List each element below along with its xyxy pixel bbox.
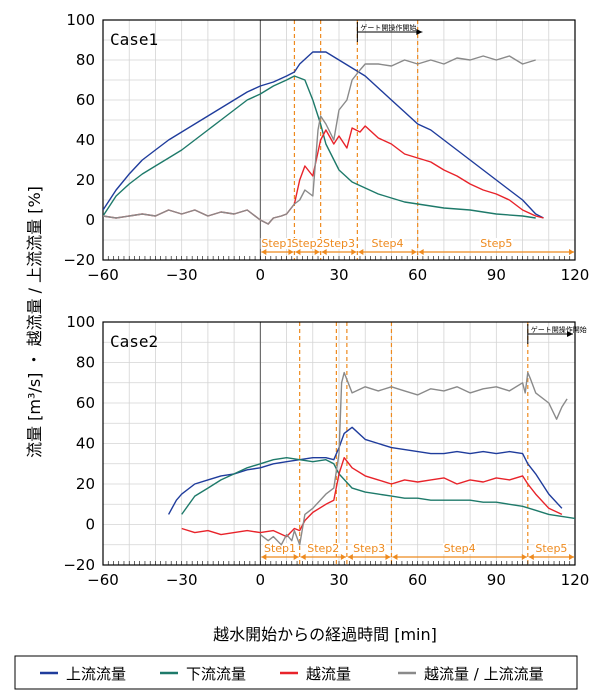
legend-label: 上流流量 (66, 665, 126, 683)
step-label-bg (534, 543, 569, 554)
step-label-bg (260, 238, 295, 249)
y-tick-label: 40 (76, 131, 95, 149)
step-arrow-left (358, 249, 364, 255)
y-tick-label: 20 (76, 171, 95, 189)
series-line-up (103, 51, 544, 219)
y-tick-label: −20 (63, 556, 95, 574)
case1-panel: −60 −30 0 30 60 90 120 −20 0 20 40 60 80 100 Case1 ゲート開… (63, 11, 589, 284)
step-label: Step1 (264, 542, 296, 555)
series-line-down (103, 75, 536, 219)
step-label: Step4 (371, 237, 403, 250)
step-arrow-left (418, 249, 424, 255)
x-tick-label: 120 (561, 571, 590, 589)
step-arrow-right (288, 249, 294, 255)
series-line-up (167, 426, 563, 515)
y-axis-label: 流量 [m³/s] ・ 越流量 / 上流流量 [%] (25, 186, 44, 458)
y-tick-label: 80 (76, 354, 95, 372)
step-arrow-left (295, 249, 301, 255)
step-arrow-right (293, 554, 299, 560)
y-tick-label: 60 (76, 91, 95, 109)
step-label: Step2 (307, 542, 339, 555)
step-label: Step3 (353, 542, 385, 555)
step-arrow-right (569, 554, 574, 560)
series-line-ratio (103, 55, 536, 225)
step-label-bg (352, 543, 386, 554)
step-label-bg (370, 238, 405, 249)
x-axis-label: 越水開始からの経過時間 [min] (213, 625, 437, 644)
step-arrow-left (261, 249, 267, 255)
step-arrow-right (314, 249, 320, 255)
step-label-bg (263, 543, 297, 554)
step-arrow-left (321, 249, 327, 255)
step-label: Step2 (292, 237, 324, 250)
y-tick-label: 20 (76, 475, 95, 493)
x-tick-label: 120 (561, 266, 590, 284)
case-title: Case2 (110, 332, 158, 351)
step-label-bg (322, 238, 356, 249)
y-tick-label: 80 (76, 51, 95, 69)
series-line-over (103, 125, 544, 225)
gate-note: ゲート開操作開始 (360, 23, 416, 32)
legend: 上流流量 下流流量 越流量 越流量 / 上流流量 (14, 655, 578, 690)
step-label: Step3 (323, 237, 355, 250)
gate-arrow-head (416, 29, 423, 35)
case2-panel: −60 −30 0 30 60 90 120 −20 0 20 40 60 80 100 Case2 ゲート開… (63, 313, 589, 589)
case-title: Case1 (110, 30, 158, 49)
step-label: Step5 (480, 237, 512, 250)
gate-note: ゲート開操作開始 (531, 325, 587, 334)
step-arrow-right (569, 249, 574, 255)
step-arrow-left (347, 554, 353, 560)
gate-arrow-head (567, 331, 573, 337)
step-arrow-right (385, 554, 391, 560)
legend-label: 越流量 (306, 665, 351, 683)
step-label-bg (442, 543, 477, 554)
step-arrow-left (300, 554, 306, 560)
step-label: Step1 (261, 237, 293, 250)
step-arrow-right (351, 249, 357, 255)
legend-label: 越流量 / 上流流量 (424, 665, 544, 683)
y-tick-label: 40 (76, 435, 95, 453)
step-label: Step5 (535, 542, 567, 555)
step-label-bg (479, 238, 514, 249)
step-arrow-right (521, 554, 527, 560)
y-tick-label: 60 (76, 394, 95, 412)
step-arrow-left (392, 554, 398, 560)
x-tick-label: −30 (166, 266, 198, 284)
series-line-over (181, 457, 563, 538)
series-line-down (181, 457, 575, 520)
step-label-bg (306, 543, 341, 554)
legend-label: 下流流量 (186, 665, 246, 683)
x-tick-label: −60 (87, 266, 119, 284)
x-tick-label: −30 (166, 571, 198, 589)
y-tick-label: 0 (85, 516, 95, 534)
y-tick-label: −20 (63, 251, 95, 269)
x-tick-label: 0 (256, 266, 266, 284)
x-tick-label: 60 (408, 571, 427, 589)
x-tick-label: 30 (329, 266, 348, 284)
step-label-bg (290, 238, 325, 249)
step-arrow-left (528, 554, 534, 560)
step-arrow-left (261, 554, 267, 560)
x-tick-label: 30 (329, 571, 348, 589)
x-tick-label: 90 (487, 266, 506, 284)
step-label: Step4 (444, 542, 476, 555)
y-tick-label: 100 (66, 313, 95, 331)
x-tick-label: 90 (487, 571, 506, 589)
x-tick-label: 60 (408, 266, 427, 284)
step-arrow-right (411, 249, 417, 255)
x-tick-label: −60 (87, 571, 119, 589)
series-line-ratio (259, 371, 568, 546)
x-tick-label: 0 (256, 571, 266, 589)
step-arrow-right (340, 554, 346, 560)
y-tick-label: 100 (66, 11, 95, 29)
y-tick-label: 0 (85, 211, 95, 229)
